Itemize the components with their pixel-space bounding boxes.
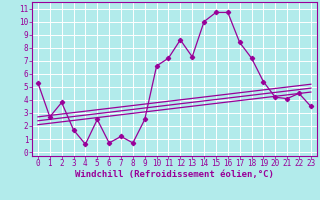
X-axis label: Windchill (Refroidissement éolien,°C): Windchill (Refroidissement éolien,°C)	[75, 170, 274, 179]
